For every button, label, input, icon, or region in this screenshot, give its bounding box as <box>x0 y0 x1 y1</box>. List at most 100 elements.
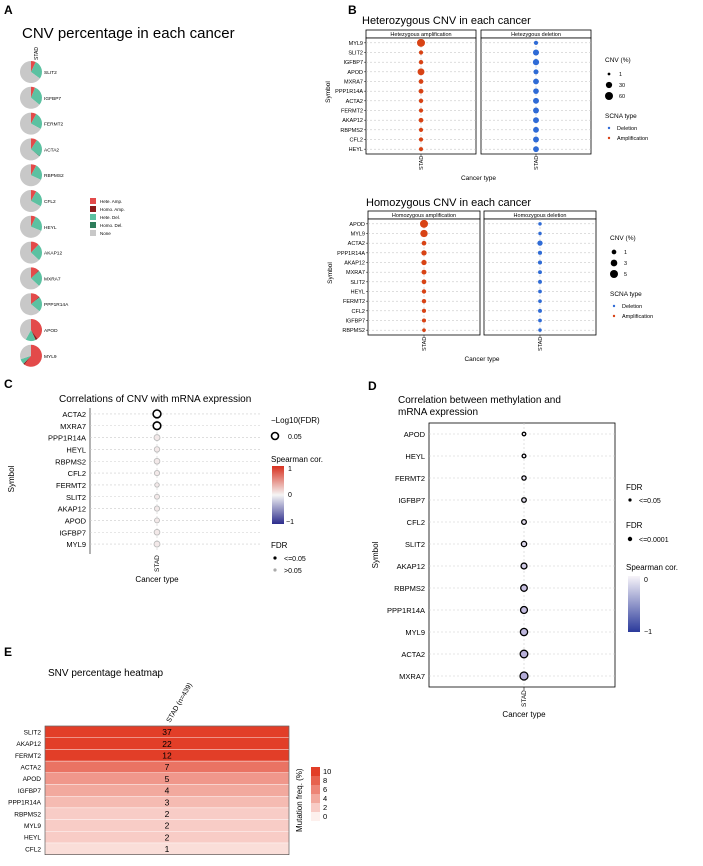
panel-a-letter: A <box>4 3 13 17</box>
y-tick-label: FERMT2 <box>56 481 86 490</box>
legend-swatch <box>311 767 320 776</box>
d-fdr-key-1 <box>628 498 632 502</box>
y-tick-label: IGFBP7 <box>343 60 363 66</box>
d-colorbar-tick-top: 0 <box>644 577 648 584</box>
pie-slice <box>31 113 43 129</box>
dot <box>538 270 542 275</box>
y-tick-label: SLIT2 <box>405 540 425 549</box>
heatmap-value: 7 <box>165 762 170 772</box>
pie-slice <box>31 138 37 150</box>
dot <box>418 79 424 84</box>
c-size-key <box>270 431 280 441</box>
pie-gene-label: ACTA2 <box>44 147 59 153</box>
pie-legend: Hete. Amp. Homo. Amp. Hete. Del. Homo. Del.… <box>90 198 125 236</box>
heatmap-column-label: STAD (n=439) <box>166 682 194 724</box>
dot <box>521 453 527 459</box>
color-legend-dot <box>612 314 616 318</box>
legend-swatch <box>90 198 96 204</box>
panel-e-title: SNV percentage heatmap <box>48 668 164 679</box>
pie-gene-label: AKAP12 <box>44 251 62 257</box>
y-tick-label: CFL2 <box>352 309 365 315</box>
size-legend-dot <box>611 249 617 255</box>
dot <box>533 69 539 75</box>
facet-label: Hetezygous amplification <box>390 32 451 38</box>
dot <box>533 136 539 143</box>
c-size-value: 0.05 <box>288 434 302 441</box>
heatmap-value: 5 <box>165 774 170 784</box>
y-tick-label: ACTA2 <box>346 99 363 105</box>
dot <box>519 671 529 681</box>
dot <box>421 318 427 323</box>
size-legend-title: CNV (%) <box>610 235 636 242</box>
dot <box>533 40 539 45</box>
size-legend-label: 3 <box>624 261 627 267</box>
y-tick-label: PPP1R14A <box>337 251 365 257</box>
y-axis-title: Symbol <box>327 262 334 284</box>
dot <box>421 308 427 313</box>
y-tick-label: IGFBP7 <box>398 496 425 505</box>
y-tick-label: HEYL <box>66 445 86 454</box>
dot <box>421 240 427 246</box>
pie-slice <box>20 112 41 135</box>
legend-label: None <box>100 231 111 236</box>
dot <box>532 49 540 56</box>
pie-slice <box>23 355 31 365</box>
dot <box>153 470 161 477</box>
cnv-correlation-plot: ACTA2 MXRA7 PPP1R14A HEYL RBPMS2 CFL2 FERMT2 SL… <box>7 408 262 584</box>
heatmap-row-label: IGFBP7 <box>18 788 42 795</box>
d-fdr-value-1: <=0.05 <box>639 498 661 505</box>
plot-frame <box>428 422 616 688</box>
y-tick-label: RBPMS2 <box>55 457 86 466</box>
dot <box>520 562 528 570</box>
size-legend-dot <box>607 72 611 76</box>
methylation-correlation-plot: APOD HEYL FERMT2 IGFBP7 CFL2 SLIT2 AKAP12 RBPMS… <box>371 422 616 719</box>
pie-gene-label: FERMT2 <box>44 122 64 128</box>
heterozygous-plot: Hetezygous amplification STAD MYL9 SLIT2 IGF… <box>325 29 648 182</box>
panel-b-letter: B <box>348 3 357 17</box>
d-colorbar-tick-bottom: −1 <box>644 629 652 636</box>
y-tick-label: SLIT2 <box>66 493 86 502</box>
dot <box>420 229 428 238</box>
pie-slice <box>31 244 42 261</box>
homo-title: Homozygous CNV in each cancer <box>366 197 531 209</box>
y-tick-label: HEYL <box>351 290 365 296</box>
y-tick-label: CFL2 <box>407 518 425 527</box>
dot <box>154 517 160 524</box>
pie-gene-label: RBPMS2 <box>44 173 64 179</box>
pie-slice <box>31 149 40 157</box>
dot <box>421 250 427 256</box>
facet-label: Hetezygous deletion <box>511 32 561 38</box>
heatmap-row-label: PPP1R14A <box>8 800 42 807</box>
legend-swatch <box>311 785 320 794</box>
dot <box>521 497 527 503</box>
snv-heatmap: 37SLIT222AKAP1212FERMT27ACTA25APOD4IGFBP… <box>8 725 290 855</box>
pie-gene-label: MYL9 <box>44 354 57 360</box>
panel-e: E SNV percentage heatmap STAD (n=439) 37… <box>4 645 331 855</box>
legend-swatch <box>311 812 320 821</box>
c-colorbar-tick-mid: 0 <box>288 492 292 499</box>
dot <box>538 289 542 294</box>
heatmap-value: 4 <box>165 786 170 796</box>
dot <box>153 457 161 465</box>
legend-label: Homo. Amp. <box>100 207 125 212</box>
panel-d-title-line1: Correlation between methylation and <box>398 395 561 406</box>
dot <box>418 108 424 113</box>
legend-label: Hete. Del. <box>100 215 120 220</box>
size-legend-label: 1 <box>619 72 622 78</box>
pie-slice <box>25 330 36 342</box>
pie-gene-label: PPP1R14A <box>44 302 69 308</box>
pie-slice <box>19 319 31 340</box>
panel-d-letter: D <box>368 379 377 393</box>
pie-slice <box>31 293 40 305</box>
dot <box>520 540 528 548</box>
size-legend-label: 30 <box>619 83 625 89</box>
y-axis-title: Symbol <box>325 81 332 103</box>
dot <box>420 219 428 228</box>
dot <box>538 299 542 304</box>
panel-d: D Correlation between methylation and mR… <box>368 379 678 719</box>
y-tick-label: APOD <box>347 70 363 76</box>
legend-tick: 4 <box>323 794 327 803</box>
dot <box>418 88 424 94</box>
x-axis-title: Cancer type <box>502 710 546 719</box>
